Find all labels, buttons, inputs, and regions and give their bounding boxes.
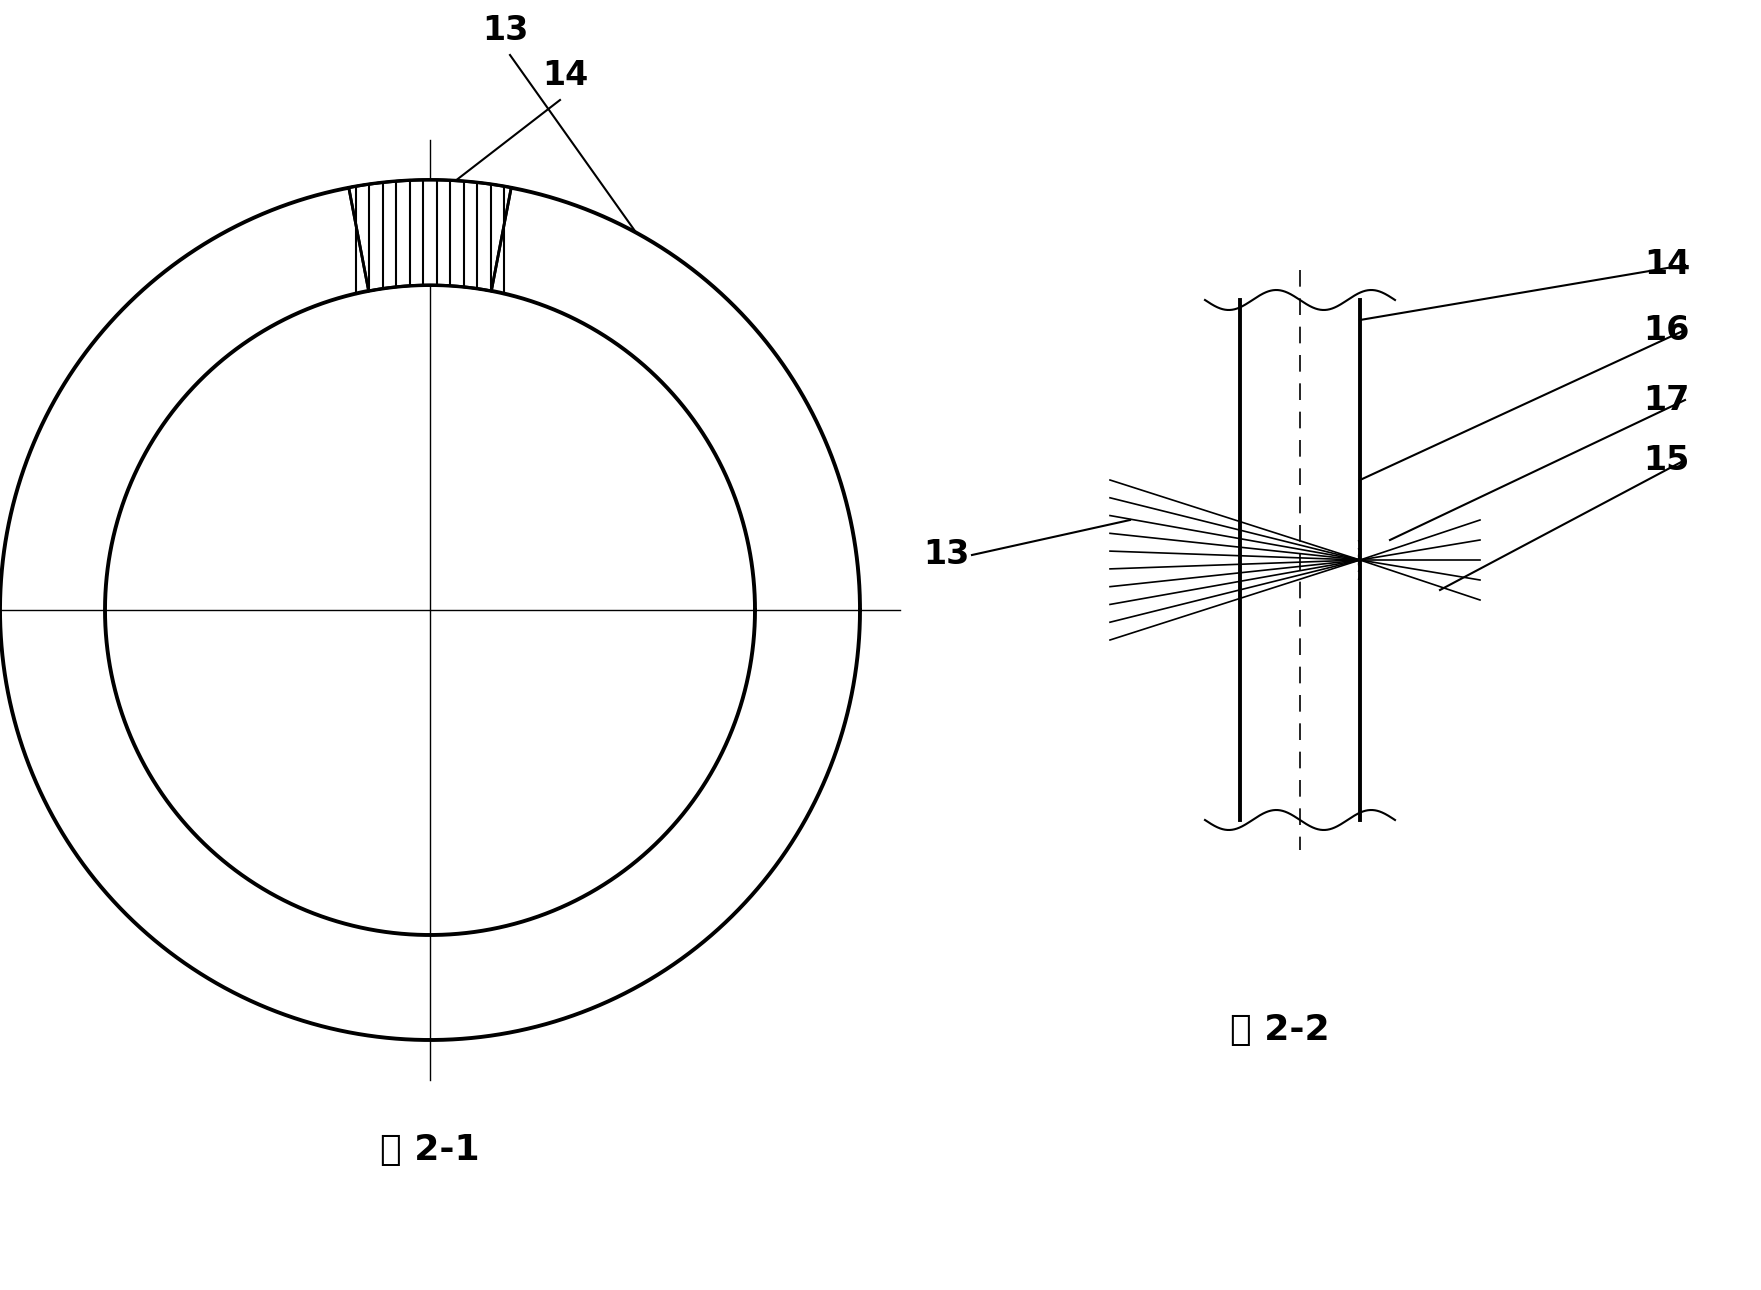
Text: 16: 16 <box>1643 313 1691 347</box>
Text: 14: 14 <box>1643 249 1691 281</box>
Text: 图 2-2: 图 2-2 <box>1231 1013 1330 1047</box>
Polygon shape <box>349 181 511 290</box>
Text: 15: 15 <box>1643 444 1691 476</box>
Text: 图 2-1: 图 2-1 <box>380 1133 479 1167</box>
Text: 14: 14 <box>542 59 588 92</box>
Text: 13: 13 <box>483 14 528 46</box>
Text: 17: 17 <box>1643 383 1691 417</box>
Text: 13: 13 <box>923 538 970 571</box>
